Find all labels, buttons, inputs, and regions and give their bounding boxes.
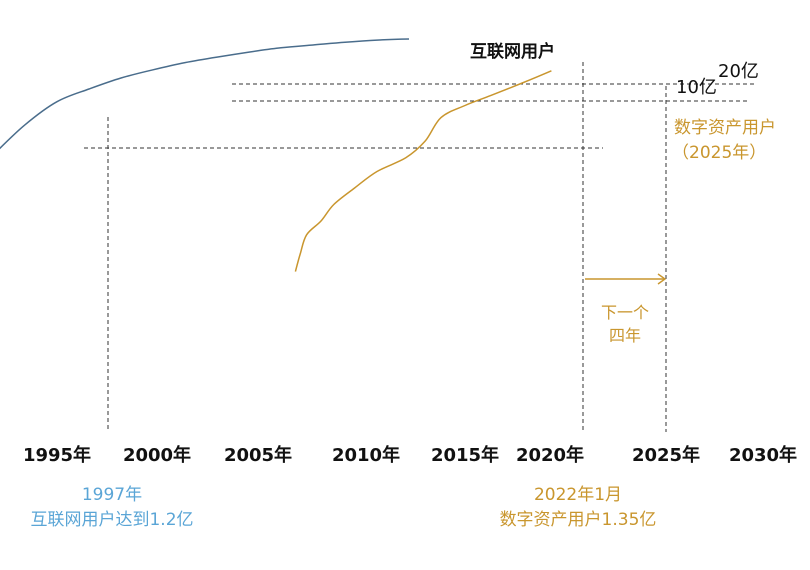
label-20yi: 20亿 (718, 61, 759, 82)
next-four-years-label-line2: 四年 (609, 326, 641, 345)
internet-1997-note-line2: 互联网用户达到1.2亿 (30, 510, 193, 530)
series-line-internet-users (0, 38, 410, 150)
x-tick-label: 2020年 (516, 444, 584, 466)
x-tick-label: 2025年 (632, 444, 700, 466)
digital-asset-users-label-line2: （2025年） (672, 143, 766, 163)
x-tick-label: 2015年 (431, 444, 499, 466)
x-tick-label: 2010年 (332, 444, 400, 466)
reference-lines (84, 62, 755, 432)
next-four-years-arrow (585, 273, 667, 285)
internet-users-label: 互联网用户 (470, 41, 555, 62)
x-axis-tick-labels: 1995年 2000年 2005年 2010年 2015年 2020年 2025年 2030年 (23, 444, 797, 466)
internet-1997-note-line1: 1997年 (82, 485, 142, 505)
asset-2022-note-line1: 2022年1月 (534, 485, 622, 505)
label-10yi: 10亿 (676, 77, 717, 98)
digital-asset-users-label-line1: 数字资产用户 (674, 118, 776, 138)
x-tick-label: 1995年 (23, 444, 91, 466)
asset-2022-note-line2: 数字资产用户1.35亿 (500, 510, 657, 530)
series-line-digital-asset-users (294, 70, 552, 272)
x-tick-label: 2030年 (729, 444, 797, 466)
x-tick-label: 2000年 (123, 444, 191, 466)
x-tick-label: 2005年 (224, 444, 292, 466)
next-four-years-label-line1: 下一个 (601, 303, 649, 322)
